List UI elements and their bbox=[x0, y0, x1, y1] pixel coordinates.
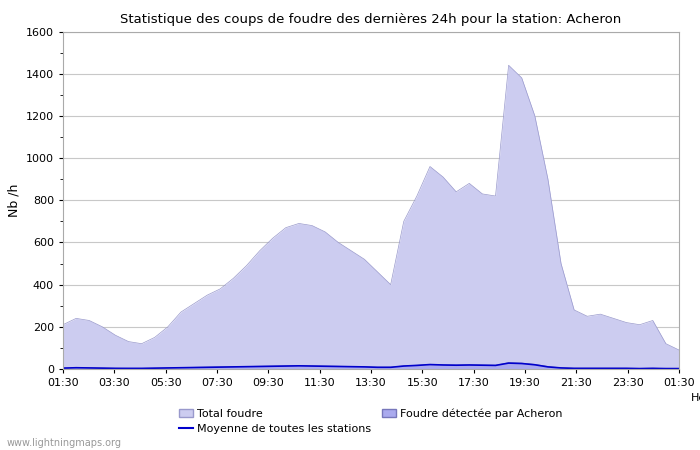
Title: Statistique des coups de foudre des dernières 24h pour la station: Acheron: Statistique des coups de foudre des dern… bbox=[120, 13, 622, 26]
Text: Heure: Heure bbox=[692, 392, 700, 403]
Legend: Total foudre, Moyenne de toutes les stations, Foudre détectée par Acheron: Total foudre, Moyenne de toutes les stat… bbox=[179, 408, 563, 434]
Y-axis label: Nb /h: Nb /h bbox=[7, 184, 20, 217]
Text: www.lightningmaps.org: www.lightningmaps.org bbox=[7, 438, 122, 448]
